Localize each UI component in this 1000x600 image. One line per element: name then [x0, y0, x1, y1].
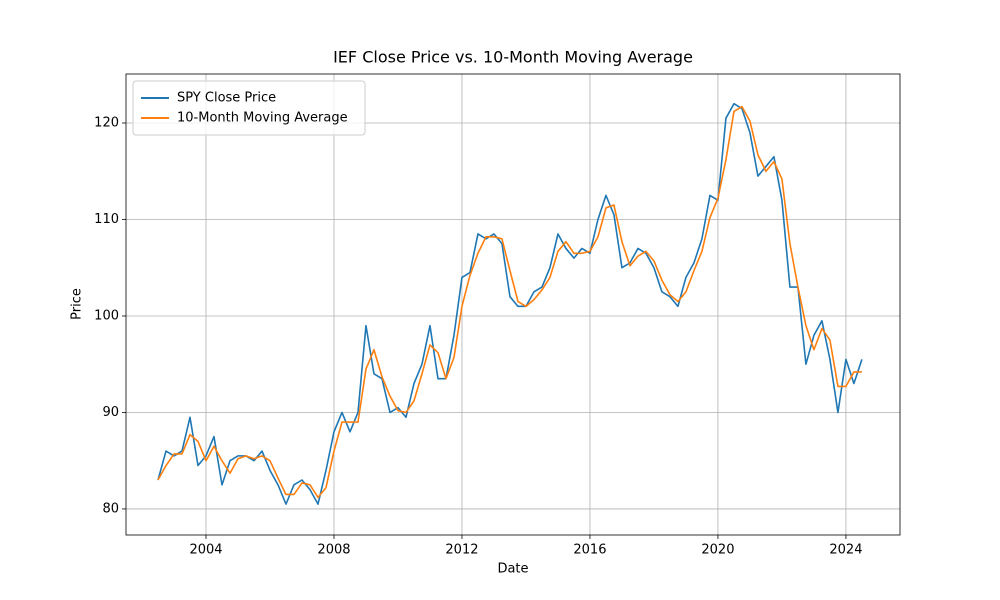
x-tick-label: 2016 — [573, 543, 606, 558]
legend: SPY Close Price 10-Month Moving Average — [132, 80, 366, 136]
x-axis-label: Date — [497, 562, 528, 577]
plot-frame — [125, 73, 901, 536]
x-tick-label: 2024 — [829, 543, 862, 558]
legend-label: SPY Close Price — [177, 91, 276, 106]
series-line — [157, 102, 863, 505]
y-tick-label: 100 — [94, 308, 119, 323]
series-line — [157, 105, 862, 499]
y-tick-label: 80 — [102, 501, 119, 516]
x-tick-label: 2008 — [317, 543, 350, 558]
x-tick-label: 2012 — [445, 543, 478, 558]
chart-title: IEF Close Price vs. 10-Month Moving Aver… — [333, 48, 693, 67]
legend-box — [132, 80, 366, 136]
x-tick-label: 2004 — [189, 543, 222, 558]
y-tick-label: 110 — [94, 212, 119, 227]
legend-label: 10-Month Moving Average — [177, 111, 348, 126]
y-tick-label: 120 — [94, 116, 119, 131]
x-tick-label: 2020 — [701, 543, 734, 558]
y-tick-label: 90 — [102, 405, 119, 420]
y-axis-label: Price — [70, 288, 85, 320]
